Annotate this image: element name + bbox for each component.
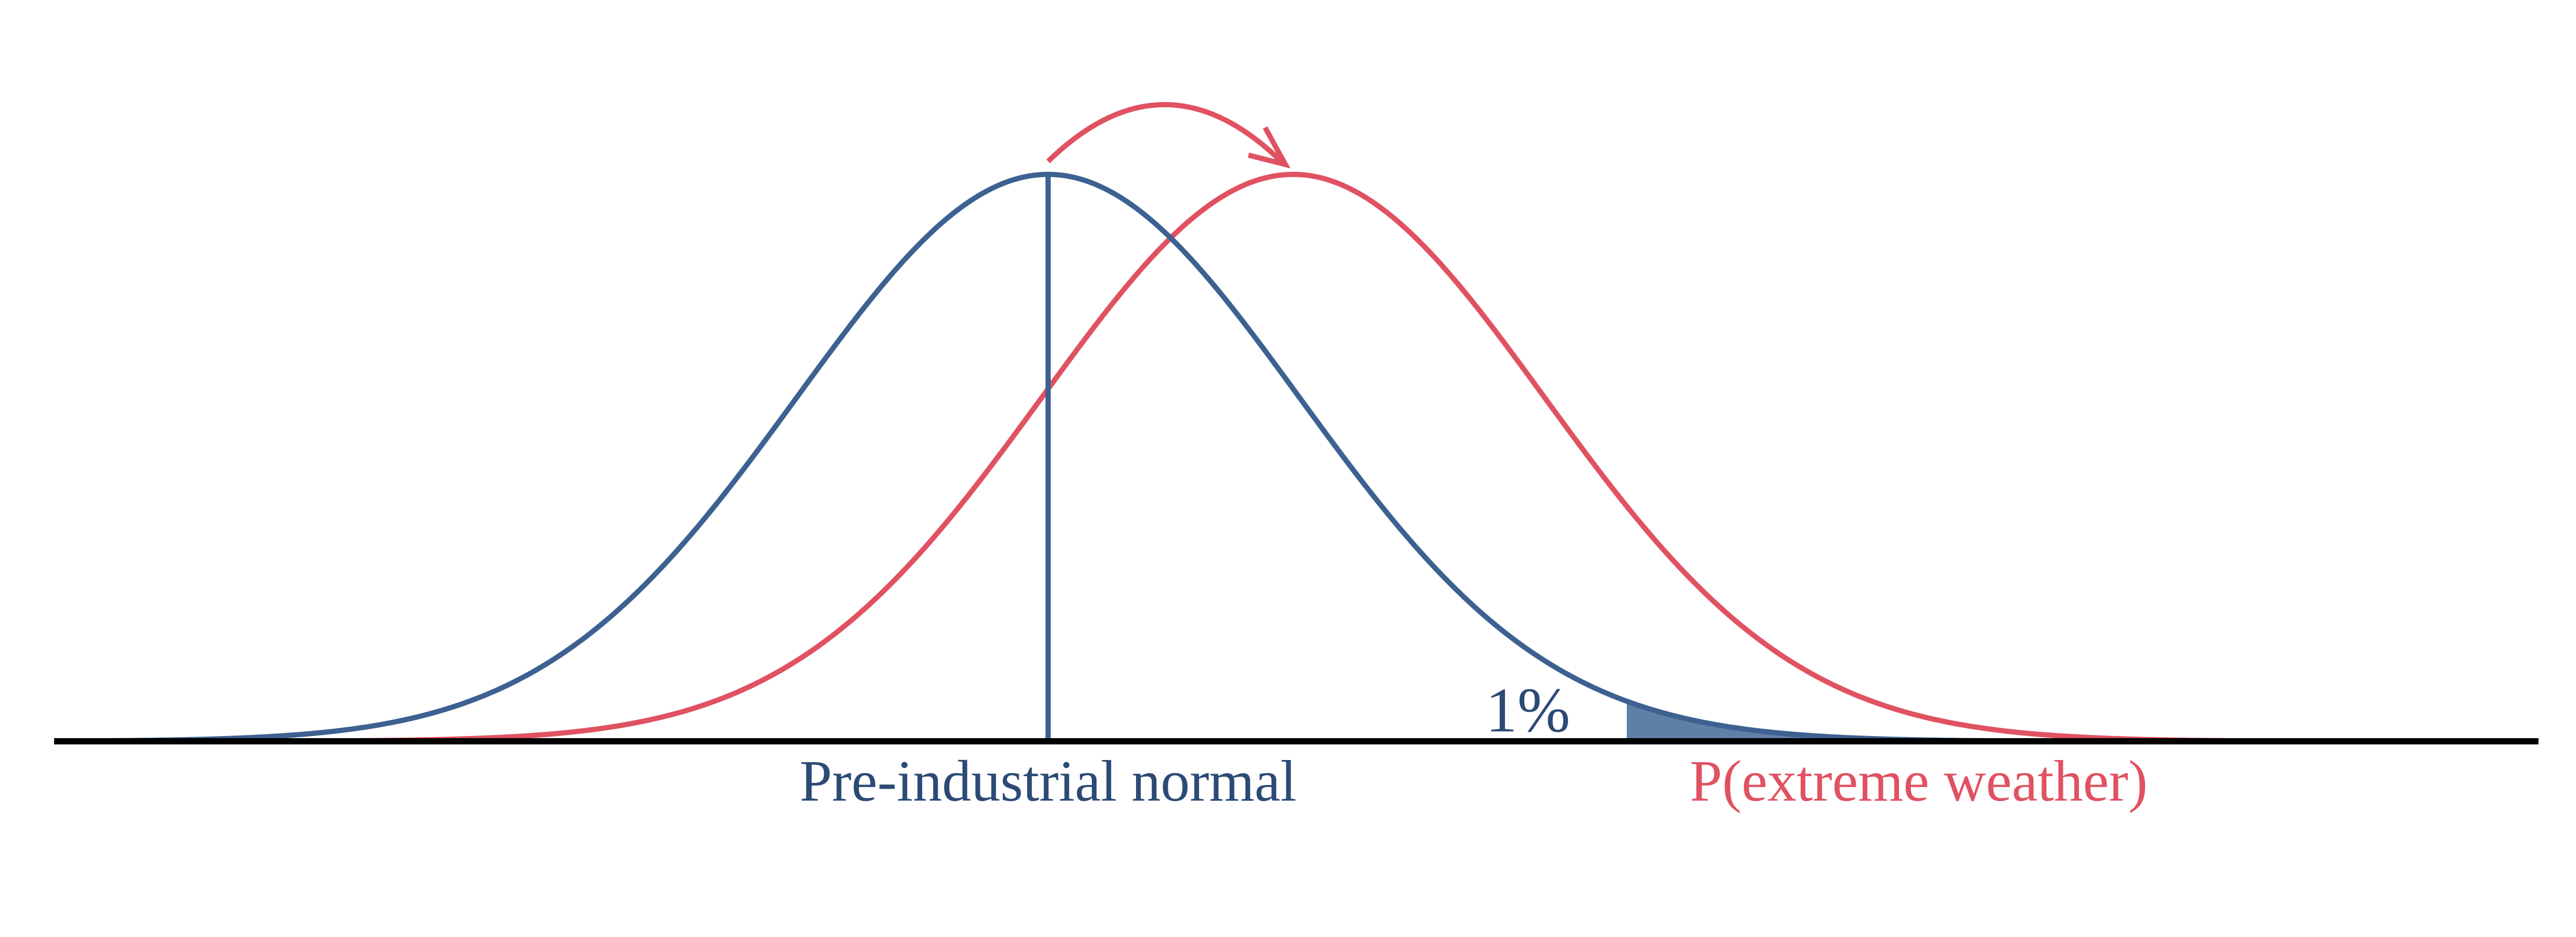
tail-area [1627,701,2290,741]
tail-label: 1% [1486,675,1571,745]
normal-label: Pre-industrial normal [800,749,1297,814]
arrow-head [1247,126,1291,169]
extreme-label: P(extreme weather) [1690,749,2148,814]
shift-arrow [1046,102,1285,166]
shifted-curve [260,171,2446,744]
